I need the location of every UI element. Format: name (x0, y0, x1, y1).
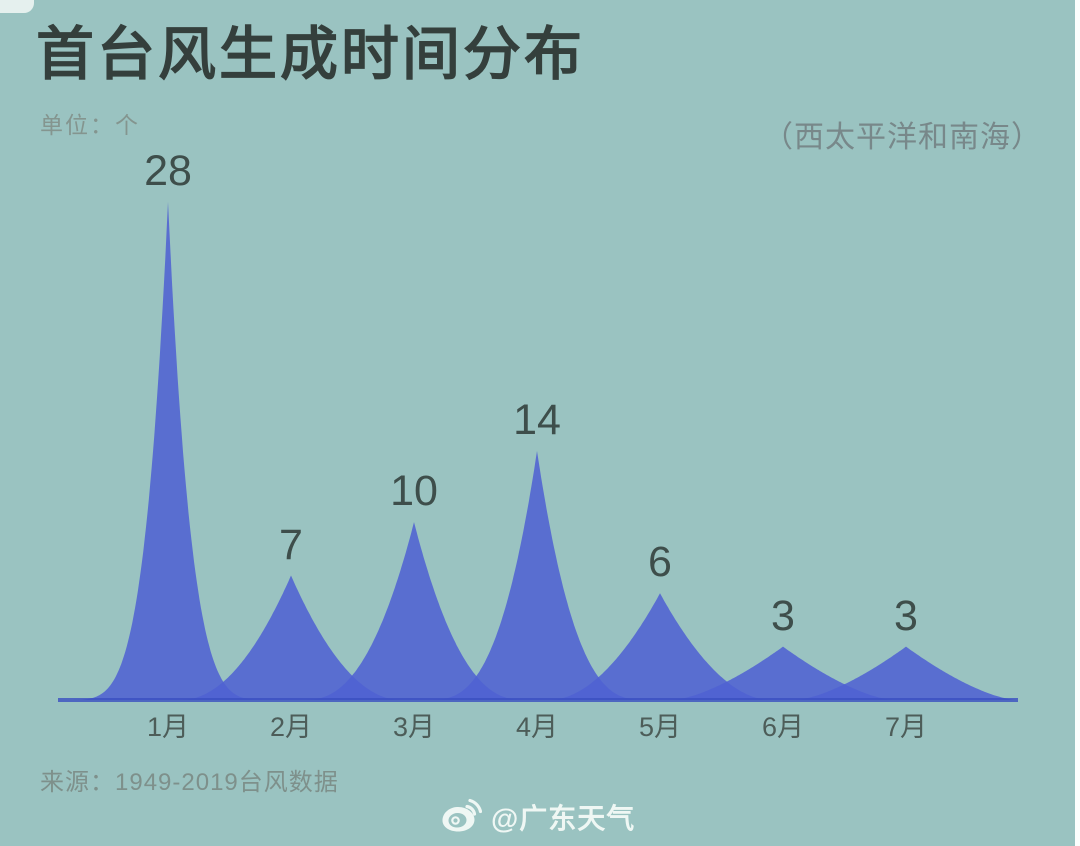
watermark-handle: @广东天气 (491, 803, 636, 834)
area-peak-3月 (304, 522, 524, 700)
unit-label: 单位：个 (40, 112, 140, 138)
value-label: 6 (648, 538, 672, 587)
value-label: 3 (894, 591, 918, 640)
month-label: 1月 (146, 712, 190, 742)
region-label: （西太平洋和南海） (763, 121, 1042, 154)
right-edge-artifact (1075, 0, 1080, 846)
value-label: 14 (513, 396, 561, 444)
source-note: 来源：1949-2019台风数据 (40, 769, 339, 796)
area-peak-2月 (181, 575, 401, 700)
value-label: 10 (390, 467, 438, 516)
area-peak-6月 (673, 646, 893, 700)
baseline-axis (58, 698, 1018, 702)
area-peak-5月 (550, 593, 770, 700)
weibo-icon (442, 798, 482, 832)
top-left-artifact (0, 0, 34, 13)
month-label: 2月 (269, 712, 313, 742)
area-peak-7月 (796, 646, 1016, 700)
area-peak-1月 (58, 202, 278, 700)
area-peak-4月 (427, 451, 647, 700)
month-label: 3月 (392, 712, 436, 742)
month-label: 5月 (638, 712, 682, 742)
weibo-watermark: @广东天气 (440, 797, 635, 837)
month-label: 4月 (515, 712, 559, 742)
month-label: 6月 (761, 712, 805, 742)
page-title: 首台风生成时间分布 (36, 22, 586, 87)
value-label: 28 (144, 147, 192, 195)
value-label: 3 (771, 591, 795, 640)
month-label: 7月 (884, 712, 928, 742)
value-label: 7 (279, 520, 303, 569)
